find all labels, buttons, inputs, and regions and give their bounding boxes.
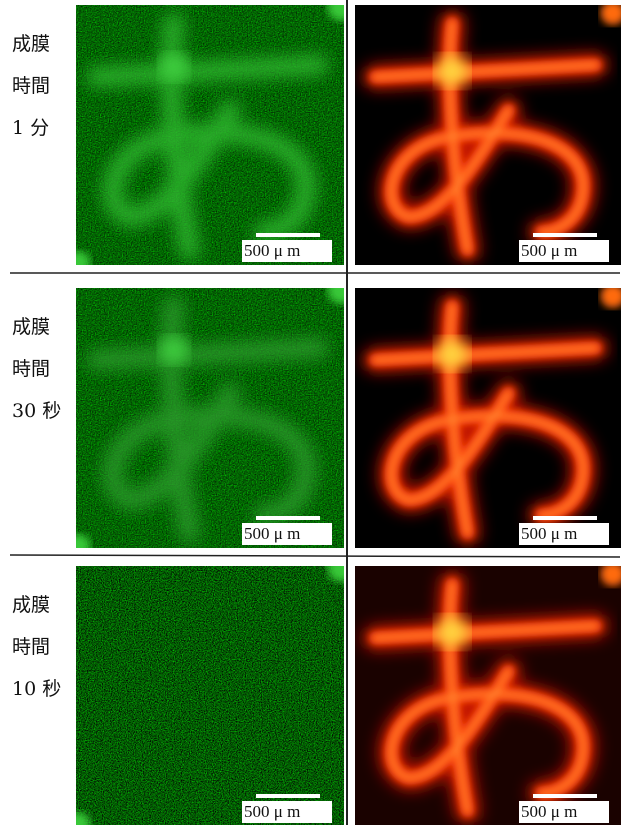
red-panel: [355, 1, 624, 265]
row-label: 30 秒: [12, 400, 61, 422]
figure: 成膜時間1 分500 μ m500 μ m成膜時間30 秒500 μ m500 …: [0, 0, 624, 825]
green-panel: [66, 554, 357, 825]
row-label: 10 秒: [12, 678, 61, 700]
divider: [10, 555, 620, 557]
row-label: 成膜: [12, 316, 50, 338]
scale-label: 500 μ m: [244, 802, 300, 821]
row-label: 成膜: [12, 33, 50, 55]
scale-label: 500 μ m: [521, 524, 577, 543]
row-label: 時間: [12, 636, 50, 658]
scale-label: 500 μ m: [521, 802, 577, 821]
scale-label: 500 μ m: [244, 524, 300, 543]
row-label: 時間: [12, 358, 50, 380]
red-panel: [355, 562, 624, 825]
scale-label: 500 μ m: [244, 241, 300, 260]
row-label: 時間: [12, 75, 50, 97]
scale-label: 500 μ m: [521, 241, 577, 260]
red-panel: [355, 284, 624, 548]
green-panel: [66, 276, 357, 558]
row-label: 成膜: [12, 594, 50, 616]
row-label: 1 分: [12, 117, 49, 139]
